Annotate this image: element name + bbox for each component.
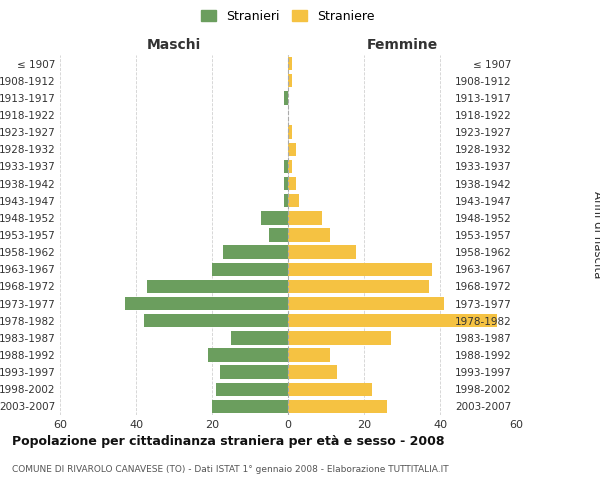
Bar <box>288 366 337 379</box>
Bar <box>288 314 497 328</box>
Bar <box>125 297 288 310</box>
Text: COMUNE DI RIVAROLO CANAVESE (TO) - Dati ISTAT 1° gennaio 2008 - Elaborazione TUT: COMUNE DI RIVAROLO CANAVESE (TO) - Dati … <box>12 465 449 474</box>
Bar <box>223 246 288 259</box>
Bar <box>284 91 288 104</box>
Bar <box>288 228 330 241</box>
Bar <box>262 211 288 224</box>
Bar <box>288 246 356 259</box>
Bar <box>288 126 292 139</box>
Text: Anni di nascita: Anni di nascita <box>590 192 600 278</box>
Bar <box>288 262 433 276</box>
Bar <box>269 228 288 241</box>
Bar <box>288 280 428 293</box>
Bar <box>288 160 292 173</box>
Text: Femmine: Femmine <box>367 38 437 52</box>
Bar <box>231 331 288 344</box>
Bar <box>284 177 288 190</box>
Bar <box>288 400 387 413</box>
Text: Popolazione per cittadinanza straniera per età e sesso - 2008: Popolazione per cittadinanza straniera p… <box>12 435 445 448</box>
Bar <box>288 297 444 310</box>
Bar <box>143 314 288 328</box>
Bar <box>148 280 288 293</box>
Bar <box>216 382 288 396</box>
Bar <box>220 366 288 379</box>
Bar <box>288 348 330 362</box>
Bar <box>212 400 288 413</box>
Bar <box>288 177 296 190</box>
Bar <box>288 142 296 156</box>
Bar <box>288 57 292 70</box>
Legend: Stranieri, Straniere: Stranieri, Straniere <box>196 4 380 28</box>
Bar <box>212 262 288 276</box>
Bar <box>288 382 371 396</box>
Bar <box>208 348 288 362</box>
Bar <box>288 211 322 224</box>
Text: Maschi: Maschi <box>147 38 201 52</box>
Bar <box>284 194 288 207</box>
Bar <box>288 194 299 207</box>
Bar <box>288 74 292 88</box>
Bar <box>284 160 288 173</box>
Bar <box>288 331 391 344</box>
